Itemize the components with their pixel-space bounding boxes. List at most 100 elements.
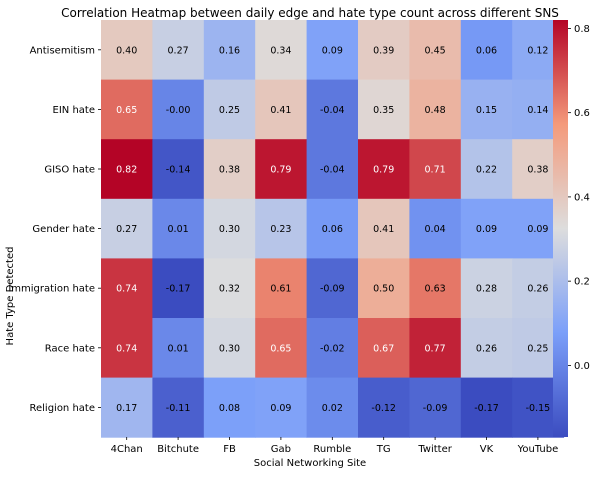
y-axis-ticks: Antisemitism EIN hate GISO hate Gender hate… <box>8 45 101 414</box>
heatmap-cell <box>306 377 359 438</box>
x-tick-label: VK <box>480 444 494 455</box>
cell-value-label: 0.14 <box>527 105 548 116</box>
heatmap-cell <box>460 198 513 259</box>
cell-value-label: -0.17 <box>166 284 191 295</box>
cell-value-label: 0.22 <box>476 165 497 176</box>
y-tick-label: Antisemitism <box>30 45 95 56</box>
cell-value-label: 0.79 <box>270 165 291 176</box>
cell-value-label: 0.09 <box>527 224 548 235</box>
cell-value-label: 0.25 <box>219 105 240 116</box>
cell-value-label: 0.25 <box>527 343 548 354</box>
x-tick-label: 4Chan <box>111 444 143 455</box>
cell-value-label: 0.41 <box>270 105 291 116</box>
heatmap-cell <box>460 20 513 81</box>
heatmap-cell <box>255 20 308 81</box>
cell-value-label: 0.45 <box>425 45 446 56</box>
cell-value-label: 0.30 <box>219 343 240 354</box>
cell-value-label: 0.06 <box>322 224 343 235</box>
cell-value-label: 0.48 <box>425 105 446 116</box>
cell-value-label: 0.12 <box>527 45 548 56</box>
heatmap-cell <box>460 79 513 140</box>
heatmap-cell <box>409 377 462 438</box>
cell-value-label: 0.15 <box>476 105 497 116</box>
cell-value-label: 0.40 <box>116 45 137 56</box>
heatmap-cell <box>306 318 359 379</box>
x-tick-label: Gab <box>271 444 291 455</box>
colorbar-ticks: 0.0 0.2 0.4 0.6 0.8 <box>568 24 590 372</box>
heatmap-cell <box>203 258 256 319</box>
chart-title: Correlation Heatmap between daily edge a… <box>61 6 559 20</box>
heatmap-cell <box>101 198 153 259</box>
heatmap-cell <box>203 377 256 438</box>
cell-value-label: -0.00 <box>166 105 191 116</box>
heatmap-cell <box>358 258 410 319</box>
heatmap-cell <box>203 318 256 379</box>
cell-value-label: 0.09 <box>270 403 291 414</box>
cell-value-label: 0.41 <box>373 224 394 235</box>
heatmap-cell <box>358 318 410 379</box>
heatmap-cell <box>152 20 205 81</box>
cell-value-label: -0.02 <box>320 343 345 354</box>
cell-value-label: 0.38 <box>219 165 240 176</box>
cell-value-label: 0.79 <box>373 165 394 176</box>
cell-value-label: 0.32 <box>219 284 240 295</box>
heatmap-cell <box>460 258 513 319</box>
cell-value-label: -0.09 <box>423 403 448 414</box>
cell-value-label: -0.15 <box>526 403 551 414</box>
y-axis-label: Hate Type Detected <box>5 247 16 346</box>
heatmap-cell <box>203 79 256 140</box>
cell-value-label: 0.27 <box>168 45 189 56</box>
colorbar <box>553 20 568 437</box>
cell-value-label: 0.67 <box>373 343 394 354</box>
heatmap-cell <box>306 139 359 200</box>
cell-value-label: 0.08 <box>219 403 240 414</box>
cell-value-label: 0.26 <box>476 343 497 354</box>
x-tick-label: Rumble <box>313 444 351 455</box>
cell-value-label: -0.12 <box>371 403 396 414</box>
heatmap-cell <box>358 79 410 140</box>
cell-value-label: -0.11 <box>166 403 191 414</box>
x-axis-label: Social Networking Site <box>254 458 366 469</box>
cell-value-label: 0.23 <box>270 224 291 235</box>
cell-value-label: -0.04 <box>320 105 345 116</box>
colorbar-tick-label: 0.0 <box>574 361 590 372</box>
cell-value-label: 0.34 <box>270 45 291 56</box>
heatmap-cell <box>358 139 410 200</box>
cell-value-label: -0.04 <box>320 165 345 176</box>
cell-value-label: 0.63 <box>425 284 446 295</box>
cell-value-label: 0.02 <box>322 403 343 414</box>
heatmap-cell <box>101 20 153 81</box>
cell-value-label: -0.09 <box>320 284 345 295</box>
cell-value-label: 0.06 <box>476 45 497 56</box>
cell-value-label: 0.35 <box>373 105 394 116</box>
y-tick-label: Race hate <box>45 343 95 354</box>
cell-value-label: 0.09 <box>476 224 497 235</box>
x-axis-ticks: 4Chan Bitchute FB Gab Rumble TG Twitter VK YouTu… <box>111 437 558 455</box>
heatmap-cell <box>101 139 153 200</box>
heatmap-cell <box>203 20 256 81</box>
heatmap-cells <box>101 20 565 438</box>
cell-value-label: 0.01 <box>168 224 189 235</box>
heatmap-cell <box>255 139 308 200</box>
cell-value-label: 0.61 <box>270 284 291 295</box>
heatmap-cell <box>255 198 308 259</box>
colorbar-tick-label: 0.8 <box>574 24 590 35</box>
heatmap-cell <box>152 318 205 379</box>
cell-value-label: 0.09 <box>322 45 343 56</box>
cell-value-label: 0.82 <box>116 165 137 176</box>
heatmap-cell <box>255 377 308 438</box>
x-tick-label: TG <box>376 444 391 455</box>
y-tick-label: EIN hate <box>53 105 95 116</box>
cell-value-label: 0.16 <box>219 45 240 56</box>
y-tick-label: Immigration hate <box>8 284 95 295</box>
x-tick-label: Twitter <box>417 444 452 455</box>
heatmap-cell <box>409 20 462 81</box>
heatmap-cell <box>460 139 513 200</box>
heatmap-cell <box>152 79 205 140</box>
heatmap-cell <box>152 377 205 438</box>
cell-value-label: -0.17 <box>474 403 499 414</box>
x-tick-label: FB <box>223 444 236 455</box>
heatmap-cell <box>255 79 308 140</box>
heatmap-cell <box>203 139 256 200</box>
cell-value-label: 0.04 <box>425 224 446 235</box>
